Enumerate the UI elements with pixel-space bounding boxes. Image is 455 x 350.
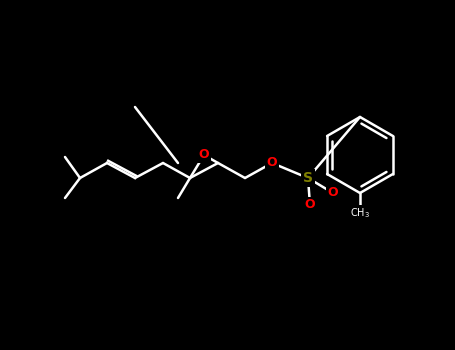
Text: S: S	[303, 171, 313, 185]
Text: O: O	[267, 156, 277, 169]
Text: O: O	[328, 187, 339, 199]
Text: CH$_3$: CH$_3$	[350, 206, 370, 220]
Text: O: O	[199, 148, 209, 161]
Text: O: O	[305, 198, 315, 211]
